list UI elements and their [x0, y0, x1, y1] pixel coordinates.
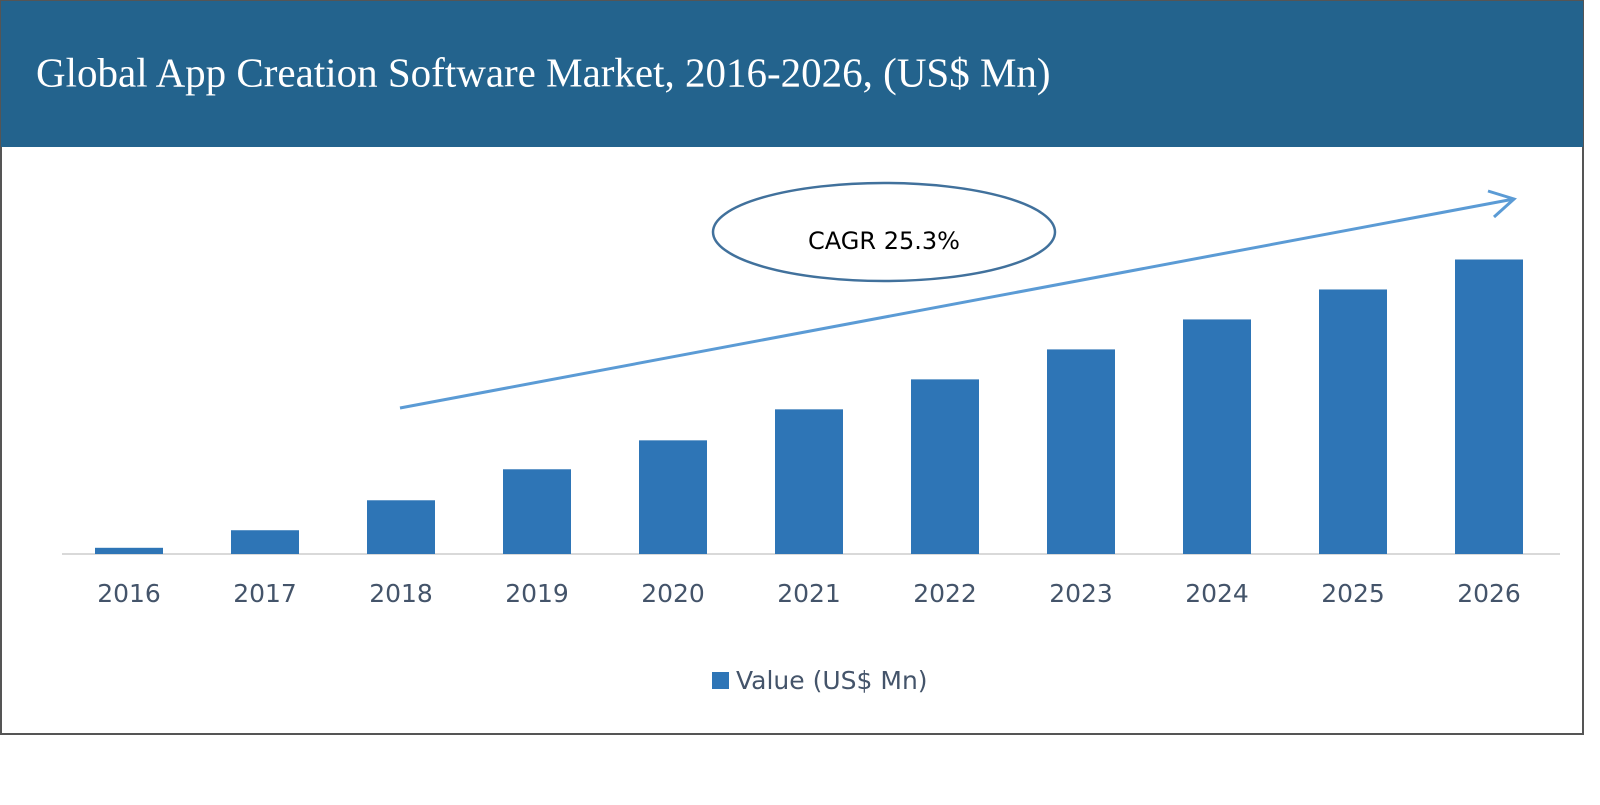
bar: [367, 500, 435, 554]
bar: [1047, 349, 1115, 554]
x-tick-label: 2026: [1457, 579, 1521, 608]
x-tick-label: 2021: [777, 579, 841, 608]
bar: [231, 530, 299, 554]
bar: [911, 379, 979, 554]
trend-arrowhead: [1487, 189, 1517, 219]
bar: [503, 469, 571, 554]
x-tick-label: 2017: [233, 579, 297, 608]
annotation: CAGR 25.3%: [808, 227, 960, 255]
x-tick-label: 2020: [641, 579, 705, 608]
x-tick-label: 2018: [369, 579, 433, 608]
x-tick-label: 2023: [1049, 579, 1113, 608]
annotation-ellipse: [711, 181, 1057, 283]
header-bar: [1, 1, 1583, 147]
bar: [1183, 319, 1251, 554]
trend-arrow: [399, 197, 1515, 410]
bar: [639, 440, 707, 554]
x-tick-label: 2016: [97, 579, 161, 608]
chart-title: Global App Creation Software Market, 201…: [36, 49, 1051, 95]
x-tick-label: 2022: [913, 579, 977, 608]
bar: [1455, 259, 1523, 554]
x-tick-label: 2024: [1185, 579, 1249, 608]
bar: [1319, 289, 1387, 554]
x-tick-label: 2025: [1321, 579, 1385, 608]
legend-label: Value (US$ Mn): [736, 666, 928, 695]
bar: [95, 547, 163, 554]
legend-swatch: [712, 672, 729, 689]
x-tick-label: 2019: [505, 579, 569, 608]
bar: [775, 409, 843, 554]
